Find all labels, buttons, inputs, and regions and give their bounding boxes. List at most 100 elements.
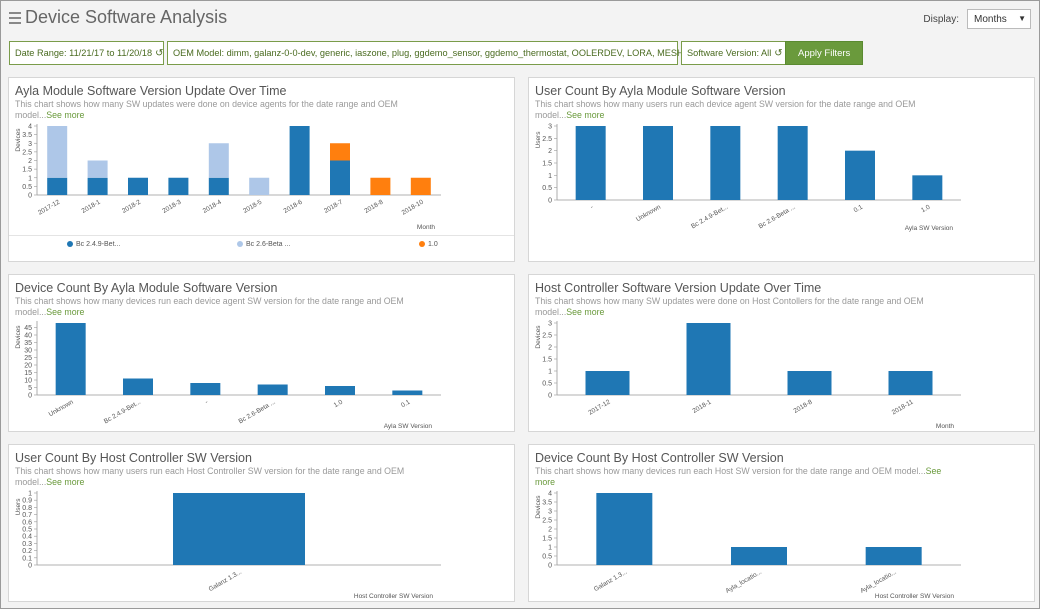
y-tick-label: 1: [548, 369, 552, 376]
y-axis-label: Devices: [535, 495, 542, 519]
bar: [128, 177, 148, 195]
see-more-link[interactable]: See more: [46, 477, 85, 487]
y-tick-label: 0.3: [22, 541, 32, 548]
bar: [777, 126, 808, 200]
y-tick-label: 0.6: [22, 519, 32, 526]
chart-panel-host-update-over-time: Host Controller Software Version Update …: [528, 274, 1035, 432]
bar-chart-user-count-ayla: 0 0.5 1 1.5 2 2.5 3 Users - Unknown Bc 2.4.9-Bet..…: [535, 124, 961, 232]
bar: [55, 323, 86, 395]
y-tick-label: 2: [28, 158, 32, 165]
y-tick-label: 0: [28, 563, 32, 570]
see-more-link[interactable]: See more: [566, 307, 605, 317]
date-range-filter-label: Date Range: 11/21/17 to 11/20/18: [15, 48, 153, 58]
legend-dot-icon: [237, 241, 243, 247]
legend-item-series-2[interactable]: Bc 2.6-Beta ...: [237, 241, 290, 248]
bar: [47, 177, 68, 195]
y-axis-label: Users: [15, 498, 22, 516]
y-tick-label: 2: [548, 148, 552, 155]
x-tick-label: Ayla_locatio...: [859, 569, 898, 595]
y-tick-label: 2.5: [542, 333, 552, 340]
bar: [686, 323, 731, 395]
bar: [845, 150, 875, 200]
bar-chart-host-update-over-time: 0 0.5 1 1.5 2 2.5 3 Devices 2017-12 2018-1 2018-8 2…: [535, 321, 961, 430]
panel-description: This chart shows how many SW updates wer…: [535, 296, 925, 318]
x-axis-label: Host Controller SW Version: [354, 593, 433, 600]
see-more-link[interactable]: See more: [566, 110, 605, 120]
y-tick-label: 3.5: [542, 500, 552, 507]
chevron-down-icon: ▼: [1018, 14, 1026, 23]
x-tick-label: 2018-2: [121, 198, 142, 214]
page-title: Device Software Analysis: [25, 7, 228, 27]
y-axis-label: Users: [535, 131, 542, 149]
y-tick-label: 1.5: [22, 167, 32, 174]
y-tick-label: 1: [28, 491, 32, 498]
hamburger-menu-icon[interactable]: [9, 12, 21, 24]
see-more-link[interactable]: See more: [535, 466, 942, 487]
y-tick-label: 15: [24, 370, 32, 377]
panel-title: Device Count By Ayla Module Software Ver…: [15, 281, 278, 295]
y-tick-label: 2: [548, 345, 552, 352]
y-tick-label: 0.5: [22, 527, 32, 534]
panel-description-text: This chart shows how many devices run ea…: [15, 296, 404, 317]
y-tick-label: 1.5: [542, 357, 552, 364]
y-tick-label: 1.5: [542, 161, 552, 168]
display-select[interactable]: Months ▼: [967, 9, 1031, 29]
y-tick-label: 0.2: [22, 548, 32, 555]
y-tick-label: 4: [28, 124, 32, 131]
panel-description: This chart shows how many users run each…: [15, 466, 405, 488]
bar: [87, 160, 108, 178]
software-version-filter-label: Software Version: All: [687, 48, 772, 58]
y-tick-label: 0: [548, 198, 552, 205]
bar: [47, 126, 68, 178]
y-tick-label: 3: [548, 124, 552, 131]
panel-title: Device Count By Host Controller SW Versi…: [535, 451, 784, 465]
x-tick-label: Bc 2.6-Beta ...: [757, 204, 796, 231]
legend-dot-icon: [67, 241, 73, 247]
y-tick-label: 0.5: [542, 554, 552, 561]
x-tick-label: 2018-8: [792, 398, 813, 414]
see-more-link[interactable]: See more: [46, 110, 85, 120]
legend-item-series-1[interactable]: Bc 2.4.9-Bet...: [67, 241, 120, 248]
oem-model-filter[interactable]: OEM Model: dimm, galanz-0-0-dev, generic…: [167, 41, 722, 65]
y-tick-label: 1.5: [542, 536, 552, 543]
panel-description: This chart shows how many SW updates wer…: [15, 99, 435, 121]
apply-filters-button[interactable]: Apply Filters: [785, 41, 864, 65]
y-axis-label: Devices: [15, 128, 22, 152]
bar: [865, 547, 922, 565]
x-tick-label: 2018-7: [323, 198, 344, 214]
y-tick-label: 1: [28, 175, 32, 182]
bar: [575, 126, 606, 200]
y-tick-label: 3: [548, 509, 552, 516]
date-range-filter[interactable]: Date Range: 11/21/17 to 11/20/18 ↺: [9, 41, 164, 65]
bar: [787, 371, 832, 395]
bar: [289, 126, 310, 195]
y-tick-label: 3: [28, 141, 32, 148]
bar: [87, 177, 108, 195]
y-tick-label: 0.8: [22, 505, 32, 512]
bar: [710, 126, 741, 200]
x-tick-label: 0.1: [400, 398, 412, 409]
panel-title: User Count By Ayla Module Software Versi…: [535, 84, 786, 98]
chart-panel-ayla-update-over-time: Ayla Module Software Version Update Over…: [8, 77, 515, 262]
y-tick-label: 40: [24, 333, 32, 340]
y-tick-label: 2.5: [542, 518, 552, 525]
x-tick-label: Bc 2.4.9-Bet...: [103, 399, 142, 426]
x-axis-label: Host Controller SW Version: [875, 593, 954, 600]
bar: [731, 547, 787, 565]
y-tick-label: 3.5: [22, 132, 32, 139]
x-axis-label: Ayla SW Version: [384, 423, 433, 430]
y-tick-label: 0.9: [22, 498, 32, 505]
bar: [888, 371, 933, 395]
x-tick-label: Galanz 1.3...: [593, 569, 629, 594]
x-tick-label: 2018-4: [202, 198, 223, 214]
see-more-link[interactable]: See more: [46, 307, 85, 317]
oem-model-filter-label: OEM Model: dimm, galanz-0-0-dev, generic…: [173, 48, 711, 58]
legend-item-series-3[interactable]: 1.0: [419, 241, 438, 248]
panel-description: This chart shows how many devices run ea…: [535, 466, 955, 488]
chart-panel-device-count-ayla: Device Count By Ayla Module Software Ver…: [8, 274, 515, 432]
software-version-filter[interactable]: Software Version: All ↺: [681, 41, 789, 65]
x-tick-label: 2018-6: [283, 198, 304, 214]
x-tick-label: 2017-12: [37, 198, 61, 216]
y-tick-label: 4: [548, 491, 552, 498]
